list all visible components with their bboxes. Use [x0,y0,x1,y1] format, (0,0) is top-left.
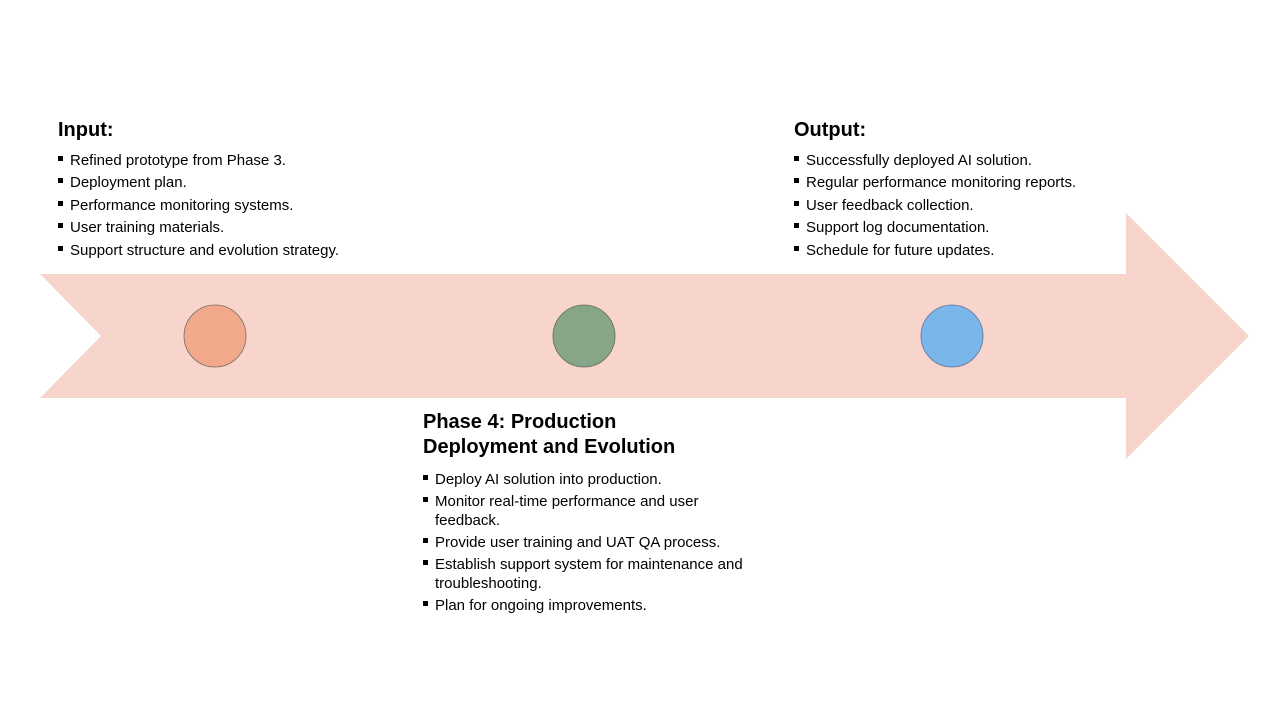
list-item: Deployment plan. [58,173,418,192]
phase-title: Phase 4: Production Deployment and Evolu… [423,410,758,460]
output-list: Successfully deployed AI solution. Regul… [794,151,1154,260]
list-item: Establish support system for maintenance… [423,555,758,593]
timeline-arrow [40,213,1249,459]
list-item: Regular performance monitoring reports. [794,173,1154,192]
list-item: Schedule for future updates. [794,241,1154,260]
input-milestone-circle [183,304,247,368]
phase-list: Deploy AI solution into production. Moni… [423,470,758,615]
list-item: Performance monitoring systems. [58,196,418,215]
list-item: Support log documentation. [794,218,1154,237]
output-milestone-circle [920,304,984,368]
input-section: Input: Refined prototype from Phase 3. D… [58,118,418,263]
list-item: Deploy AI solution into production. [423,470,758,489]
list-item: Successfully deployed AI solution. [794,151,1154,170]
list-item: User training materials. [58,218,418,237]
input-title: Input: [58,119,114,141]
list-item: Refined prototype from Phase 3. [58,151,418,170]
list-item: Monitor real-time performance and user f… [423,492,758,530]
output-section: Output: Successfully deployed AI solutio… [794,118,1154,263]
phase-title-line-1: Phase 4: Production [423,411,617,433]
list-item: Provide user training and UAT QA process… [423,533,758,552]
phase-title-line-2: Deployment and Evolution [423,436,676,458]
list-item: User feedback collection. [794,196,1154,215]
list-item: Plan for ongoing improvements. [423,596,758,615]
output-title: Output: [794,119,867,141]
list-item: Support structure and evolution strategy… [58,241,418,260]
phase-milestone-circle [552,304,616,368]
input-list: Refined prototype from Phase 3. Deployme… [58,151,418,260]
phase-section: Phase 4: Production Deployment and Evolu… [423,410,758,618]
